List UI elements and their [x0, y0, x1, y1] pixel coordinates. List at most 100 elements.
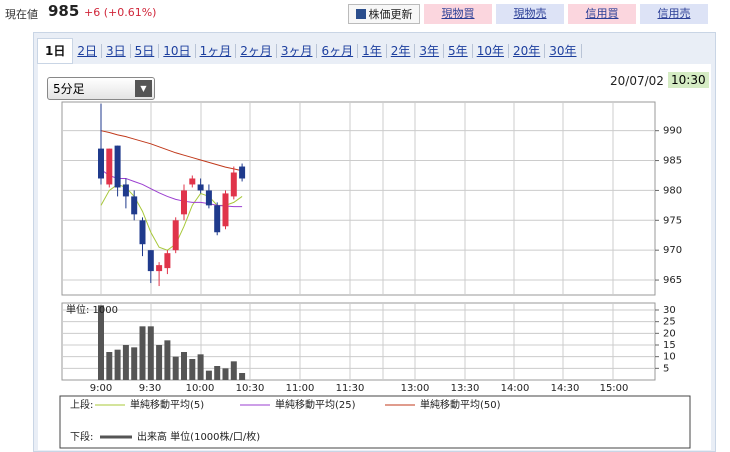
candle-body — [172, 220, 179, 251]
x-tick-label: 9:30 — [139, 383, 161, 394]
candle-body — [222, 193, 229, 227]
candle-body — [147, 250, 154, 272]
y-tick-label: 965 — [663, 275, 682, 286]
time: 10:30 — [668, 72, 709, 88]
volume-bar — [239, 373, 246, 380]
legend-text: 単純移動平均(25) — [275, 398, 356, 411]
candle-body — [197, 184, 204, 191]
period-tab[interactable]: 1日 — [37, 38, 74, 64]
period-tab[interactable]: 1ヶ月 — [196, 44, 237, 58]
y-tick-label: 970 — [663, 245, 682, 256]
volume-bar — [181, 352, 187, 380]
volume-bar — [230, 361, 237, 380]
legend-label: 上段: — [70, 398, 93, 411]
candle-body — [106, 148, 113, 185]
period-tab[interactable]: 10日 — [159, 44, 196, 58]
y-tick-label: 30 — [663, 305, 676, 316]
volume-bar — [189, 359, 196, 380]
price: 985 — [48, 2, 80, 20]
x-tick-label: 11:00 — [286, 383, 315, 394]
select-arrow: ▼ — [135, 80, 152, 97]
y-tick-label: 25 — [663, 317, 676, 328]
period-tab[interactable]: 5年 — [444, 44, 473, 58]
trade-button[interactable]: 信用買 — [568, 4, 636, 24]
candle-body — [230, 172, 237, 197]
trade-button[interactable]: 現物買 — [424, 4, 492, 24]
y-tick-label: 980 — [663, 185, 682, 196]
plot-area — [61, 101, 656, 296]
price-change: +6 (+0.61%) — [84, 6, 157, 19]
volume-bar — [205, 370, 212, 380]
period-tab[interactable]: 2日 — [73, 44, 102, 58]
price-label: 現在値 — [5, 8, 38, 21]
volume-bar — [106, 352, 113, 380]
volume-bar — [164, 340, 171, 380]
candle-body — [131, 196, 138, 215]
x-tick-label: 15:00 — [600, 383, 629, 394]
y-tick-label: 990 — [663, 126, 682, 137]
period-tab[interactable]: 5日 — [131, 44, 160, 58]
candle-body — [214, 205, 221, 233]
candle-body — [189, 178, 196, 185]
volume-bar — [156, 345, 163, 380]
period-tab[interactable]: 2年 — [387, 44, 416, 58]
volume-bar — [222, 368, 229, 380]
period-tab[interactable]: 1年 — [358, 44, 387, 58]
y-tick-label: 10 — [663, 352, 676, 363]
y-tick-label: 975 — [663, 215, 682, 226]
candle-body — [239, 166, 246, 179]
date: 20/07/02 — [610, 74, 664, 88]
period-tab[interactable]: 2ヶ月 — [236, 44, 277, 58]
period-tab[interactable]: 3年 — [415, 44, 445, 58]
volume-bar — [147, 326, 154, 380]
volume-bar — [172, 356, 179, 380]
unit-label: 単位: 1000 — [66, 303, 118, 316]
candle-body — [205, 190, 212, 206]
period-tab[interactable]: 3日 — [102, 44, 131, 58]
volume-bar — [122, 345, 129, 380]
period-tabs: 1日 2日 3日 5日 10日 1ヶ月 2ヶ月 3ヶ月 6ヶ月 1年 2年 3年 5年 10年 20年 30年 — [37, 38, 582, 64]
x-tick-label: 9:00 — [90, 383, 112, 394]
legend-text: 出来高 単位(1000株/口/枚) — [137, 430, 260, 443]
legend-box — [59, 395, 691, 449]
candle-body — [98, 148, 104, 179]
period-tab[interactable]: 3ヶ月 — [277, 44, 318, 58]
x-tick-label: 13:00 — [401, 383, 430, 394]
refresh-button[interactable]: 株価更新 — [348, 4, 420, 24]
interval-text: 5分足 — [53, 82, 85, 96]
x-tick-label: 14:00 — [501, 383, 530, 394]
legend-text: 単純移動平均(5) — [130, 398, 204, 411]
volume-bar — [197, 354, 204, 380]
y-tick-label: 15 — [663, 340, 676, 351]
period-tab[interactable]: 6ヶ月 — [317, 44, 359, 58]
legend-text: 単純移動平均(50) — [420, 398, 501, 411]
candle-body — [164, 253, 171, 269]
refresh-text: 株価更新 — [368, 8, 413, 21]
y-tick-label: 985 — [663, 156, 682, 167]
volume-bar — [131, 347, 138, 380]
period-tab[interactable]: 10年 — [473, 44, 509, 58]
x-tick-label: 14:30 — [551, 383, 580, 394]
x-tick-label: 10:30 — [236, 383, 265, 394]
candle-body — [122, 184, 129, 197]
interval-select[interactable]: 5分足 ▼ — [47, 77, 155, 100]
trade-button[interactable]: 信用売 — [640, 4, 708, 24]
candle-body — [156, 265, 163, 272]
y-tick-label: 5 — [663, 363, 669, 374]
volume-bar — [139, 326, 146, 380]
period-tab[interactable]: 30年 — [545, 44, 582, 58]
trade-button[interactable]: 現物売 — [496, 4, 564, 24]
x-tick-label: 11:30 — [336, 383, 365, 394]
candle-body — [181, 190, 187, 215]
volume-bar — [114, 349, 121, 380]
candle-body — [114, 145, 121, 188]
legend-label: 下段: — [70, 430, 93, 443]
candle-body — [139, 220, 146, 245]
volume-bar — [98, 305, 104, 380]
y-tick-label: 20 — [663, 328, 676, 339]
volume-bar — [214, 366, 221, 380]
period-tab[interactable]: 20年 — [509, 44, 546, 58]
x-tick-label: 10:00 — [186, 383, 215, 394]
